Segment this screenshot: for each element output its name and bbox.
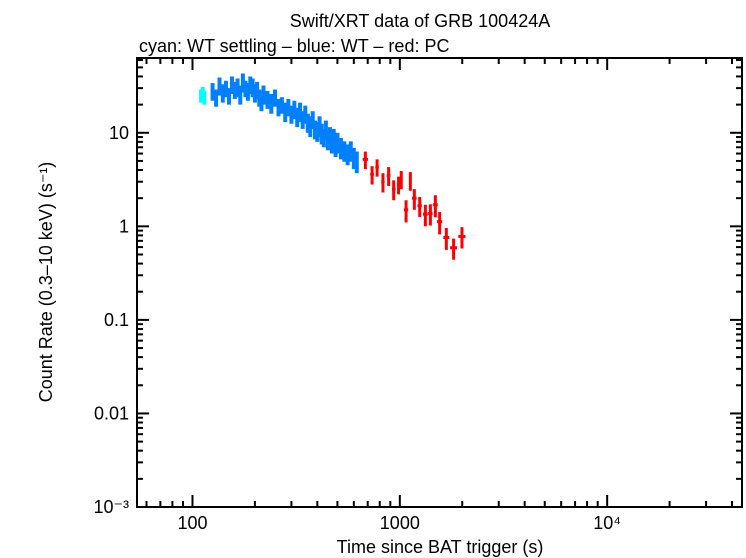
data-point: [391, 180, 396, 201]
plot-frame: [136, 57, 743, 508]
data-point: [214, 89, 219, 107]
data-point: [422, 204, 428, 227]
data-point: [226, 88, 231, 105]
data-point: [269, 93, 274, 114]
data-point: [202, 90, 207, 105]
data-point: [396, 176, 401, 195]
y-tick-label: 10⁻³: [93, 497, 129, 517]
data-point: [354, 151, 359, 174]
x-axis-label: Time since BAT trigger (s): [337, 537, 544, 557]
data-point: [210, 83, 215, 101]
data-point: [450, 238, 458, 260]
data-point: [261, 85, 266, 105]
series-wt: [210, 73, 359, 174]
series-wt-settling: [199, 86, 207, 105]
chart-title: Swift/XRT data of GRB 100424A: [290, 11, 550, 31]
data-point: [342, 141, 347, 162]
data-point: [323, 120, 328, 140]
data-point: [238, 85, 243, 105]
data-point: [417, 196, 422, 217]
x-tick-label: 10⁴: [593, 513, 621, 533]
data-point: [338, 137, 343, 160]
data-point: [428, 204, 433, 226]
data-point: [279, 97, 284, 114]
data-point: [265, 90, 270, 109]
data-point: [436, 212, 443, 235]
data-point: [370, 166, 374, 185]
x-tick-label: 100: [177, 513, 207, 533]
data-point: [272, 89, 277, 107]
y-tick-label: 10: [109, 123, 129, 143]
data-point: [412, 189, 417, 210]
y-axis-label: Count Rate (0.3–10 keV) (s⁻¹): [36, 162, 56, 403]
data-point: [217, 77, 222, 96]
data-point: [386, 167, 391, 186]
data-point: [408, 172, 412, 191]
data-point: [399, 171, 403, 190]
data-point: [381, 173, 385, 193]
y-tick-label: 0.01: [94, 403, 129, 423]
y-tick-label: 0.1: [104, 310, 129, 330]
data-point: [310, 111, 315, 129]
data-point: [458, 227, 466, 249]
data-point: [443, 227, 450, 250]
data-point: [432, 195, 438, 218]
y-tick-label: 1: [119, 216, 129, 236]
data-point: [362, 151, 368, 170]
data-point: [335, 132, 340, 154]
x-tick-label: 1000: [380, 513, 420, 533]
data-point: [375, 159, 379, 177]
series-pc: [362, 151, 466, 260]
data-point: [403, 200, 409, 223]
data-point: [276, 98, 281, 117]
chart-subtitle: cyan: WT settling – blue: WT – red: PC: [139, 36, 449, 56]
